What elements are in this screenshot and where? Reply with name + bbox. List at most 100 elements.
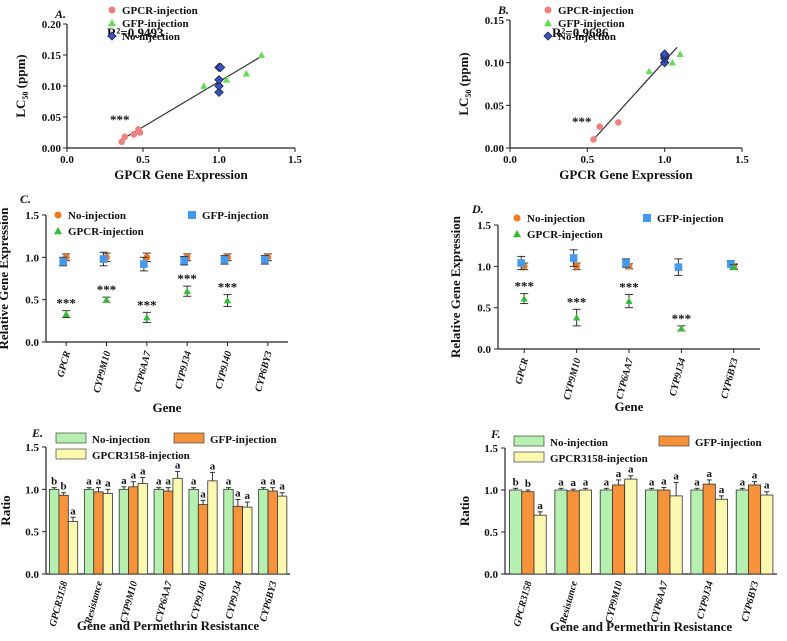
legend-gpcr-d-marker <box>513 230 521 238</box>
sig-letter-e: a <box>261 476 267 488</box>
y-tick-label-f: 1.5 <box>484 443 498 455</box>
y-tick-label-d: 0.0 <box>477 344 491 356</box>
bar-gpcr-f <box>760 494 774 575</box>
sig-letter-e: a <box>140 465 146 477</box>
legend-gfp-a: GFP-injection <box>122 18 189 30</box>
sig-letter-f: a <box>583 476 589 488</box>
sig-letter-e: a <box>279 481 285 493</box>
y-tick-label-f: 1.0 <box>484 485 498 497</box>
x-tick-label-b: 0.0 <box>503 154 517 166</box>
y-tick-label-d: 1.0 <box>477 261 491 273</box>
point-gfp-d <box>622 259 630 267</box>
point-gpcr-b <box>614 119 622 126</box>
x-tick-label-a: 0.5 <box>136 154 150 166</box>
bar-gpcr-e <box>242 506 253 575</box>
legend-gpcr-a: GPCR-injection <box>122 5 198 17</box>
bar-noinj-e <box>83 488 95 575</box>
point-gpcr-c <box>143 313 151 321</box>
legend-gpcr-e: GPCR3158-injection <box>92 450 190 462</box>
bar-gfp-f <box>521 491 535 575</box>
sig-letter-e: a <box>226 476 232 488</box>
bar-noinj-f <box>599 489 613 575</box>
bar-noinj-e <box>258 488 269 575</box>
bar-noinj-f <box>509 489 523 575</box>
bar-gpcr-e <box>277 495 288 575</box>
legend-gfp-e: GFP-injection <box>210 434 277 446</box>
point-gpcr-d <box>625 297 633 304</box>
sig-letter-f: a <box>740 476 746 488</box>
sig-letter-e: a <box>270 476 276 488</box>
bar-gpcr-f <box>624 478 638 575</box>
bar-gpcr-e <box>67 521 79 575</box>
y-tick-label-d: 1.5 <box>477 220 491 232</box>
sig-letter-e: a <box>105 477 111 489</box>
y-tick-label-c: 0.0 <box>25 337 39 349</box>
sig-letter-f: a <box>616 468 622 480</box>
point-gfp-d <box>674 263 683 271</box>
y-tick-label-e: 1.0 <box>25 484 39 496</box>
sig-letter-e: a <box>191 476 197 488</box>
point-gfp-b <box>676 50 684 58</box>
legend-noinj-e-marker <box>55 432 87 444</box>
bar-gfp-f <box>566 490 580 575</box>
point-gfp-c <box>220 256 229 264</box>
legend-noinj-c-marker <box>54 211 62 219</box>
point-gpcr-c <box>183 287 191 295</box>
sig-letter-e: a <box>165 476 171 488</box>
y-tick-label-b: 0.10 <box>485 58 505 70</box>
point-gfp-d <box>569 254 578 262</box>
panel-label-c: C. <box>20 192 31 206</box>
point-noinj-a <box>214 81 224 91</box>
sig-letter-f: a <box>719 484 725 496</box>
panel-label-f: F. <box>490 427 500 441</box>
gene-label-d: CYP9J34 <box>668 357 689 397</box>
panel-label-b: B. <box>497 3 509 17</box>
point-gpcr-d <box>520 294 528 302</box>
sig-letter-e: b <box>61 481 67 493</box>
point-gfp-c <box>180 256 188 265</box>
y-axis-title-c: Relative Gene Expression <box>0 207 11 350</box>
point-noinj-b <box>659 49 670 59</box>
gene-label-f: GPCR3158 <box>512 580 535 628</box>
significance-c: *** <box>56 296 76 311</box>
sig-letter-f: a <box>649 476 655 488</box>
gene-label-f: CYP9J34 <box>695 580 716 620</box>
bar-noinj-e <box>223 488 234 575</box>
legend-gfp-c: GFP-injection <box>202 210 269 222</box>
point-gfp-c <box>140 260 148 268</box>
legend-gpcr-a-marker <box>108 6 116 14</box>
legend-gpcr-d: GPCR-injection <box>527 229 603 241</box>
point-gfp-a <box>223 76 231 83</box>
point-gpcr-d <box>677 324 685 332</box>
bar-gfp-e <box>128 486 139 575</box>
sig-letter-f: a <box>694 476 700 488</box>
point-gpcr-a <box>121 133 129 141</box>
bar-gpcr-e <box>102 493 113 575</box>
sig-letter-f: a <box>661 475 667 487</box>
sig-letter-f: a <box>673 470 679 482</box>
x-tick-label-a: 0.0 <box>60 154 74 166</box>
bar-noinj-f <box>645 489 659 575</box>
sig-letter-e: a <box>245 490 251 502</box>
y-tick-label-c: 1.0 <box>25 252 39 264</box>
legend-gfp-b-marker <box>544 19 552 27</box>
point-gpcr-b <box>596 123 604 130</box>
gene-label-e: CYP6BY3 <box>258 580 279 623</box>
y-tick-label-c: 0.5 <box>25 295 39 307</box>
panel-label-e: E. <box>31 426 43 440</box>
panel-label-a: A. <box>54 7 66 21</box>
bar-gpcr-f <box>669 495 683 575</box>
y-tick-label-f: 0.5 <box>484 527 498 539</box>
sig-letter-f: a <box>752 470 758 482</box>
bar-gpcr-f <box>533 514 547 575</box>
legend-noinj-b: No-injection <box>558 31 616 43</box>
y-tick-label-a: 0.05 <box>42 112 62 124</box>
sig-letter-f: a <box>537 500 543 512</box>
point-gpcr-a <box>136 129 144 136</box>
bar-gfp-e <box>58 494 69 575</box>
bar-gfp-e <box>93 491 104 575</box>
x-tick-label-b: 0.5 <box>580 154 594 166</box>
point-noinj-a <box>214 87 224 97</box>
point-gpcr-c <box>62 310 70 317</box>
